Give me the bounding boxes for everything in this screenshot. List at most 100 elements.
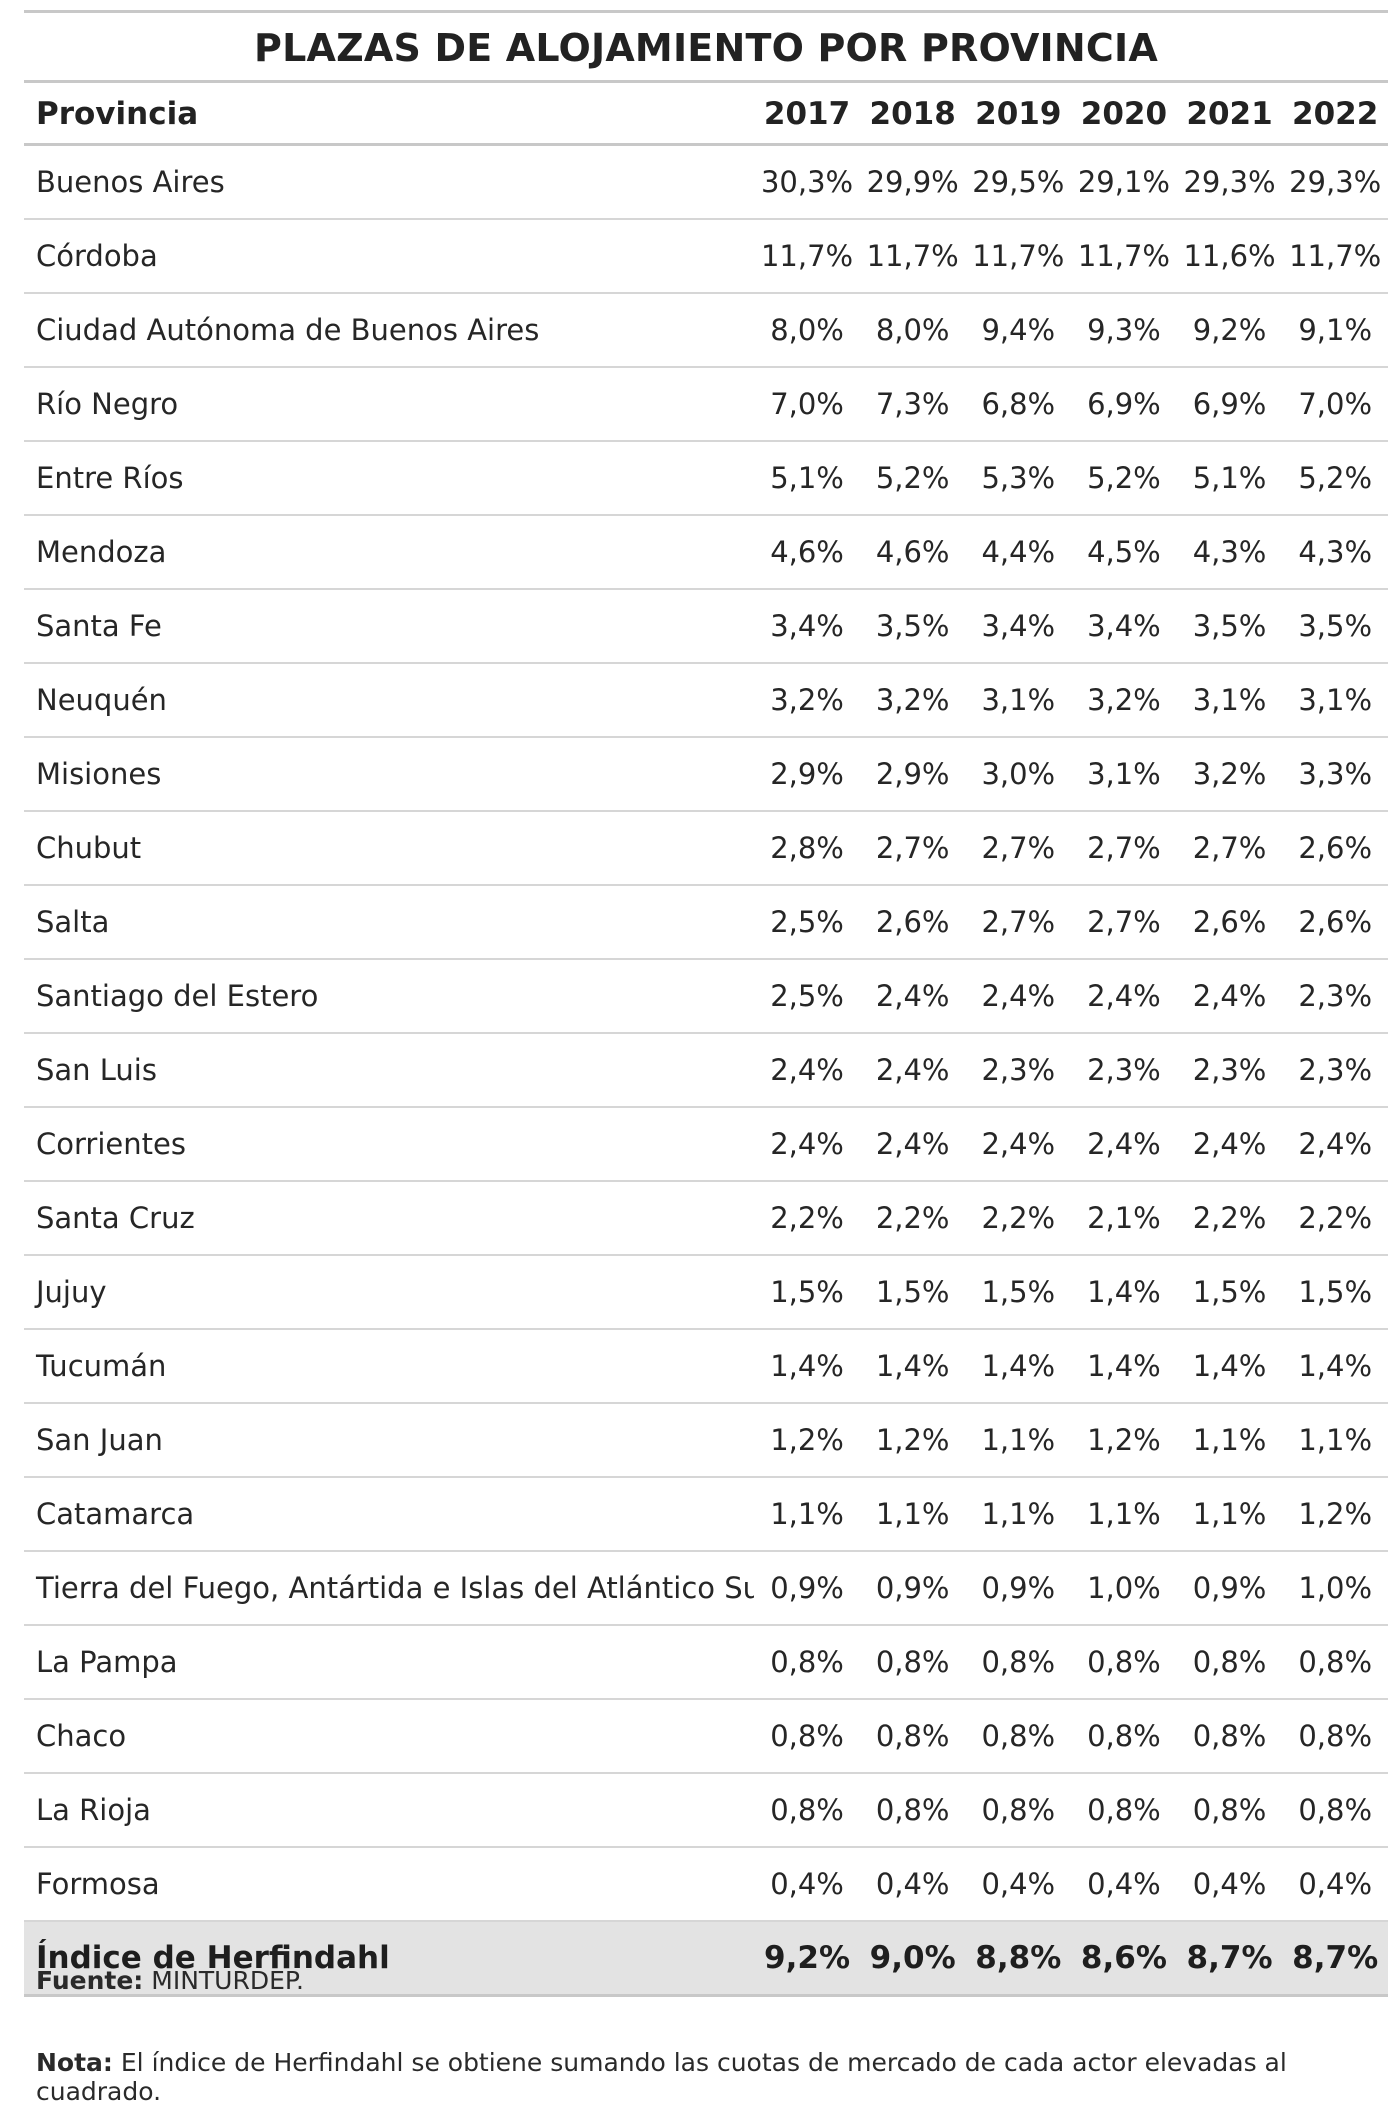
cell-value: 11,7% bbox=[754, 219, 860, 294]
cell-value: 2,4% bbox=[1176, 959, 1283, 1034]
cell-value: 0,8% bbox=[754, 1773, 860, 1848]
table-row: Ciudad Autónoma de Buenos Aires 8,0% 8,0% 9… bbox=[24, 293, 1388, 368]
cell-value: 2,8% bbox=[754, 811, 860, 886]
cell-value: 2,4% bbox=[965, 1107, 1072, 1182]
cell-value: 0,8% bbox=[965, 1773, 1072, 1848]
table-row: Chaco 0,8% 0,8% 0,8% 0,8% 0,8% 0,8% bbox=[24, 1699, 1388, 1774]
table-row: San Juan 1,2% 1,2% 1,1% 1,2% 1,1% 1,1% bbox=[24, 1403, 1388, 1478]
cell-value: 2,3% bbox=[1071, 1033, 1177, 1108]
cell-value: 2,6% bbox=[859, 885, 966, 960]
cell-value: 2,4% bbox=[859, 1033, 966, 1108]
cell-value: 2,4% bbox=[859, 1107, 966, 1182]
cell-value: 0,9% bbox=[965, 1551, 1072, 1626]
cell-value: 2,7% bbox=[965, 885, 1072, 960]
row-label: San Luis bbox=[24, 1033, 755, 1108]
cell-value: 7,0% bbox=[754, 367, 860, 442]
row-label: Tierra del Fuego, Antártida e Islas del … bbox=[24, 1551, 755, 1626]
cell-value: 1,1% bbox=[965, 1477, 1072, 1552]
cell-value: 2,6% bbox=[1176, 885, 1283, 960]
cell-value: 4,3% bbox=[1282, 515, 1388, 590]
top-rule bbox=[24, 10, 1388, 13]
table-row: Buenos Aires 30,3% 29,9% 29,5% 29,1% 29,3% 29,… bbox=[24, 144, 1388, 220]
table-row: Catamarca 1,1% 1,1% 1,1% 1,1% 1,1% 1,2% bbox=[24, 1477, 1388, 1552]
cell-value: 9,3% bbox=[1071, 293, 1177, 368]
cell-value: 0,4% bbox=[859, 1847, 966, 1922]
cell-value: 1,4% bbox=[754, 1329, 860, 1404]
cell-value: 1,2% bbox=[754, 1403, 860, 1478]
cell-value: 4,4% bbox=[965, 515, 1072, 590]
note-text: El índice de Herfindahl se obtiene suman… bbox=[36, 2048, 1287, 2106]
cell-value: 2,7% bbox=[1071, 885, 1177, 960]
cell-value: 11,7% bbox=[1282, 219, 1388, 294]
source-line: Fuente: MINTURDEP. bbox=[36, 1966, 1388, 1995]
header-row: Provincia 2017 2018 2019 2020 2021 2022 bbox=[24, 84, 1388, 146]
cell-value: 8,8% bbox=[965, 1921, 1072, 1997]
cell-value: 0,8% bbox=[1282, 1773, 1388, 1848]
cell-value: 2,6% bbox=[1282, 811, 1388, 886]
table-body: Buenos Aires 30,3% 29,9% 29,5% 29,1% 29,3% 29,… bbox=[24, 144, 1388, 1997]
column-header-year: 2020 bbox=[1071, 84, 1177, 146]
table-row: San Luis 2,4% 2,4% 2,3% 2,3% 2,3% 2,3% bbox=[24, 1033, 1388, 1108]
cell-value: 0,4% bbox=[754, 1847, 860, 1922]
cell-value: 0,8% bbox=[1176, 1699, 1283, 1774]
cell-value: 3,2% bbox=[1176, 737, 1283, 812]
cell-value: 2,5% bbox=[754, 959, 860, 1034]
column-header-year: 2021 bbox=[1176, 84, 1283, 146]
cell-value: 8,0% bbox=[859, 293, 966, 368]
source-text: MINTURDEP. bbox=[151, 1966, 305, 1995]
cell-value: 0,8% bbox=[754, 1699, 860, 1774]
cell-value: 3,5% bbox=[1176, 589, 1283, 664]
cell-value: 0,8% bbox=[1071, 1625, 1177, 1700]
cell-value: 5,2% bbox=[859, 441, 966, 516]
cell-value: 11,7% bbox=[859, 219, 966, 294]
cell-value: 3,1% bbox=[1176, 663, 1283, 738]
cell-value: 2,4% bbox=[965, 959, 1072, 1034]
cell-value: 11,7% bbox=[965, 219, 1072, 294]
row-label: Chubut bbox=[24, 811, 755, 886]
cell-value: 2,2% bbox=[754, 1181, 860, 1256]
row-label: Córdoba bbox=[24, 219, 755, 294]
row-label: Ciudad Autónoma de Buenos Aires bbox=[24, 293, 755, 368]
row-label: Entre Ríos bbox=[24, 441, 755, 516]
cell-value: 1,1% bbox=[1071, 1477, 1177, 1552]
cell-value: 2,7% bbox=[1071, 811, 1177, 886]
cell-value: 2,3% bbox=[1282, 1033, 1388, 1108]
cell-value: 8,7% bbox=[1282, 1921, 1388, 1997]
row-label: Mendoza bbox=[24, 515, 755, 590]
table-row: Salta 2,5% 2,6% 2,7% 2,7% 2,6% 2,6% bbox=[24, 885, 1388, 960]
column-header-year: 2018 bbox=[859, 84, 966, 146]
note-line: Nota: El índice de Herfindahl se obtiene… bbox=[36, 2048, 1388, 2106]
table-row: Neuquén 3,2% 3,2% 3,1% 3,2% 3,1% 3,1% bbox=[24, 663, 1388, 738]
cell-value: 0,8% bbox=[1282, 1625, 1388, 1700]
cell-value: 6,8% bbox=[965, 367, 1072, 442]
cell-value: 2,1% bbox=[1071, 1181, 1177, 1256]
table-row: Chubut 2,8% 2,7% 2,7% 2,7% 2,7% 2,6% bbox=[24, 811, 1388, 886]
table-row: Córdoba 11,7% 11,7% 11,7% 11,7% 11,6% 11,7% bbox=[24, 219, 1388, 294]
cell-value: 9,4% bbox=[965, 293, 1072, 368]
cell-value: 7,3% bbox=[859, 367, 966, 442]
cell-value: 5,3% bbox=[965, 441, 1072, 516]
row-label: Buenos Aires bbox=[24, 144, 755, 220]
cell-value: 2,9% bbox=[754, 737, 860, 812]
table-row: Formosa 0,4% 0,4% 0,4% 0,4% 0,4% 0,4% bbox=[24, 1847, 1388, 1922]
cell-value: 1,1% bbox=[1282, 1403, 1388, 1478]
cell-value: 2,2% bbox=[859, 1181, 966, 1256]
table-row: Corrientes 2,4% 2,4% 2,4% 2,4% 2,4% 2,4% bbox=[24, 1107, 1388, 1182]
cell-value: 0,4% bbox=[1282, 1847, 1388, 1922]
cell-value: 2,2% bbox=[965, 1181, 1072, 1256]
cell-value: 1,5% bbox=[859, 1255, 966, 1330]
cell-value: 7,0% bbox=[1282, 367, 1388, 442]
column-header-year: 2017 bbox=[754, 84, 860, 146]
cell-value: 2,3% bbox=[1176, 1033, 1283, 1108]
cell-value: 9,0% bbox=[859, 1921, 966, 1997]
cell-value: 5,2% bbox=[1282, 441, 1388, 516]
cell-value: 30,3% bbox=[754, 144, 860, 220]
row-label: Catamarca bbox=[24, 1477, 755, 1552]
cell-value: 4,3% bbox=[1176, 515, 1283, 590]
cell-value: 9,1% bbox=[1282, 293, 1388, 368]
cell-value: 29,5% bbox=[965, 144, 1072, 220]
table-row: La Pampa 0,8% 0,8% 0,8% 0,8% 0,8% 0,8% bbox=[24, 1625, 1388, 1700]
cell-value: 1,2% bbox=[1282, 1477, 1388, 1552]
cell-value: 5,1% bbox=[754, 441, 860, 516]
cell-value: 2,2% bbox=[1176, 1181, 1283, 1256]
